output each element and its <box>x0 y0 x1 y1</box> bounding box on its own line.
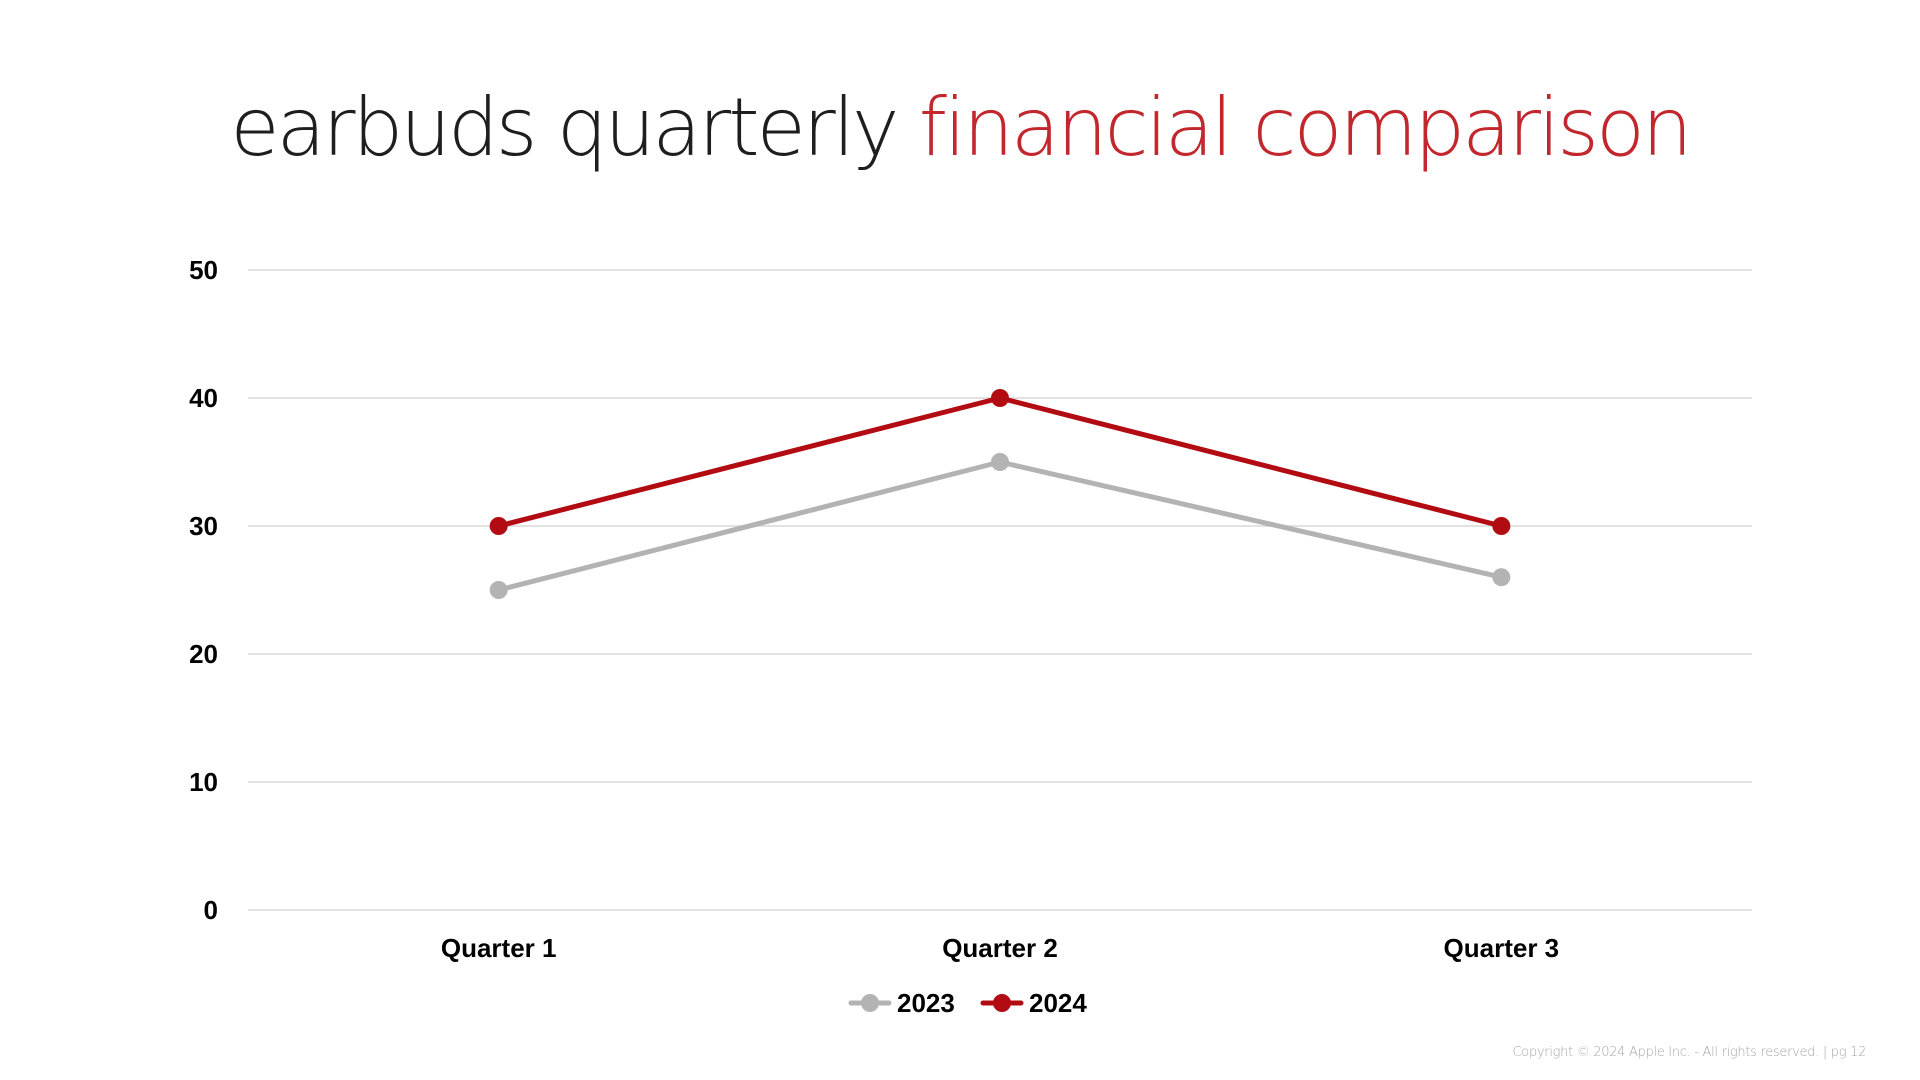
y-axis-ticks: 0 10 20 30 40 50 <box>189 255 218 925</box>
y-tick-label: 30 <box>189 511 218 541</box>
data-point-2023 <box>489 581 508 599</box>
legend-label-2023: 2023 <box>897 988 955 1018</box>
x-tick-label: Quarter 2 <box>942 933 1058 963</box>
copyright-footer: Copyright © 2024 Apple Inc. - All rights… <box>1512 1045 1867 1060</box>
data-point-2024 <box>489 517 508 535</box>
data-point-2024 <box>991 389 1009 407</box>
data-point-2024 <box>1492 517 1511 535</box>
x-tick-label: Quarter 1 <box>441 933 557 963</box>
data-point-2023 <box>991 453 1009 471</box>
data-point-2023 <box>1492 568 1511 587</box>
y-tick-label: 0 <box>204 895 218 925</box>
title-part-dark: earbuds quarterly <box>230 81 919 174</box>
title-part-accent: financial comparison <box>918 81 1693 174</box>
x-tick-label: Quarter 3 <box>1444 933 1560 963</box>
series <box>489 389 1511 599</box>
y-tick-label: 40 <box>189 383 218 413</box>
x-axis-ticks: Quarter 1 Quarter 2 Quarter 3 <box>441 933 1559 963</box>
legend: 2023 2024 <box>848 988 1087 1018</box>
y-tick-label: 20 <box>189 639 218 669</box>
y-tick-label: 50 <box>189 255 218 285</box>
chart-title: earbuds quarterly financial comparison <box>0 88 1920 168</box>
legend-marker-2024 <box>993 994 1011 1012</box>
y-tick-label: 10 <box>189 767 218 797</box>
legend-marker-2023 <box>861 994 879 1012</box>
gridlines <box>248 269 1752 911</box>
legend-label-2024: 2024 <box>1029 988 1087 1018</box>
